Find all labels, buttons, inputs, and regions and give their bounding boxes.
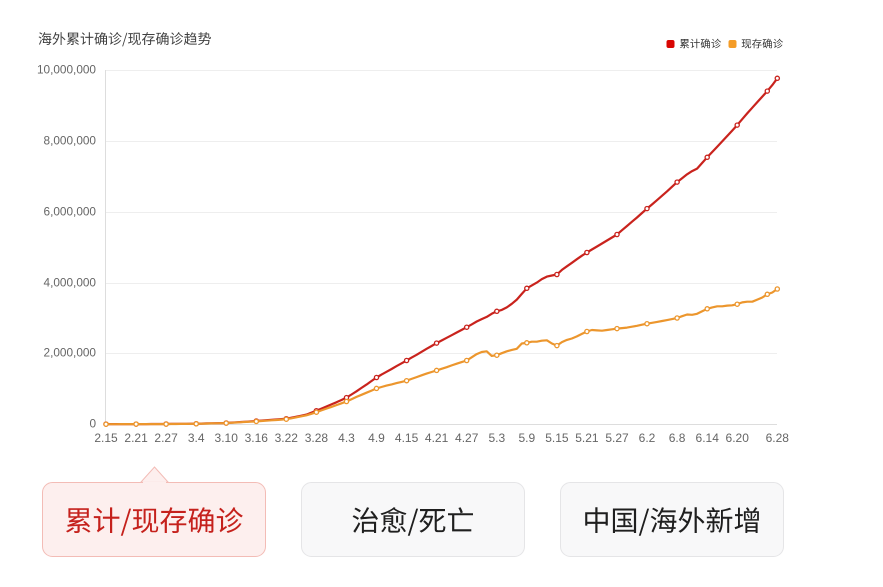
svg-text:2.15: 2.15 [94, 431, 118, 445]
svg-text:4.21: 4.21 [425, 431, 449, 445]
svg-text:8,000,000: 8,000,000 [44, 134, 97, 148]
svg-text:2.27: 2.27 [154, 431, 178, 445]
svg-text:6.14: 6.14 [696, 431, 720, 445]
svg-text:5.21: 5.21 [575, 431, 599, 445]
svg-text:0: 0 [89, 417, 96, 431]
svg-text:10,000,000: 10,000,000 [37, 63, 96, 77]
svg-text:5.15: 5.15 [545, 431, 569, 445]
svg-text:3.28: 3.28 [305, 431, 329, 445]
svg-text:5.9: 5.9 [518, 431, 535, 445]
svg-text:4.15: 4.15 [395, 431, 419, 445]
svg-text:2,000,000: 2,000,000 [44, 346, 97, 360]
svg-text:6.28: 6.28 [766, 431, 790, 445]
svg-text:2.21: 2.21 [124, 431, 148, 445]
svg-text:3.16: 3.16 [245, 431, 269, 445]
svg-text:6.20: 6.20 [726, 431, 750, 445]
svg-text:3.22: 3.22 [275, 431, 299, 445]
svg-text:5.3: 5.3 [488, 431, 505, 445]
svg-text:6.8: 6.8 [669, 431, 686, 445]
svg-text:3.4: 3.4 [188, 431, 205, 445]
svg-text:4,000,000: 4,000,000 [44, 276, 97, 290]
svg-text:6.2: 6.2 [639, 431, 656, 445]
svg-text:4.27: 4.27 [455, 431, 479, 445]
svg-text:3.10: 3.10 [215, 431, 239, 445]
svg-text:4.9: 4.9 [368, 431, 385, 445]
svg-text:5.27: 5.27 [605, 431, 629, 445]
svg-text:4.3: 4.3 [338, 431, 355, 445]
svg-text:6,000,000: 6,000,000 [44, 205, 97, 219]
